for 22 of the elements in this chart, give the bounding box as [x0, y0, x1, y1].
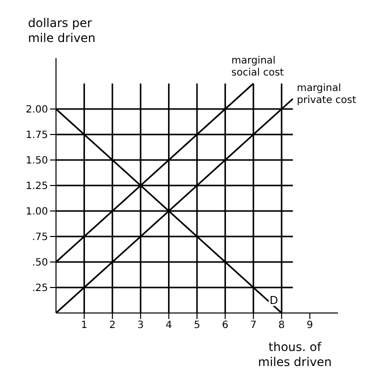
- y-tick-label: 1.25: [26, 181, 48, 192]
- x-tick-label: 1: [81, 320, 88, 332]
- x-tick-label: 9: [306, 320, 313, 332]
- y-tick-label: 2.00: [26, 104, 48, 116]
- y-tick-label: 1.50: [26, 156, 48, 167]
- y-tick-label: .75: [32, 232, 48, 244]
- y-tick-label: .50: [32, 258, 48, 269]
- y-tick-label: 1.75: [26, 130, 48, 142]
- y-tick-label: .25: [32, 283, 48, 294]
- series-label: marginal social cost: [231, 56, 284, 78]
- y-axis-title: dollars per mile driven: [28, 16, 96, 46]
- x-tick-label: 2: [109, 320, 116, 332]
- series-label: marginal private cost: [296, 82, 356, 106]
- x-tick-label: 6: [222, 320, 228, 332]
- series-label: D: [270, 294, 278, 307]
- x-tick-label: 5: [194, 320, 200, 332]
- y-tick-label: 1.00: [26, 206, 48, 218]
- x-tick-label: 3: [137, 320, 144, 332]
- x-axis-title: thous. of miles driven: [258, 340, 332, 370]
- x-tick-label: 4: [166, 320, 172, 332]
- x-tick-label: 8: [278, 320, 285, 332]
- x-tick-label: 7: [250, 320, 257, 332]
